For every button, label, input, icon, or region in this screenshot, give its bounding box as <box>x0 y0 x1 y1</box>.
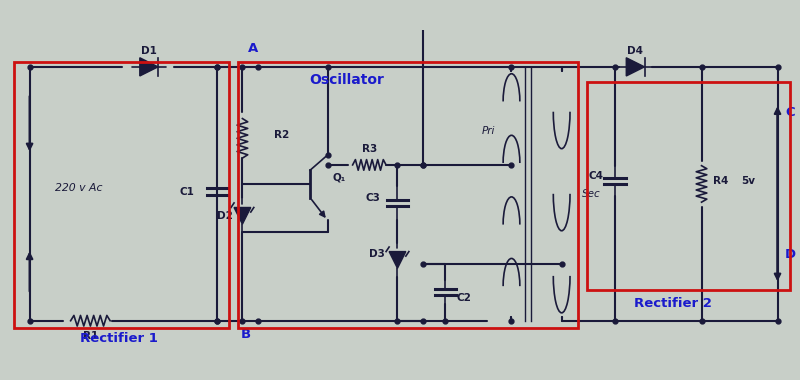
Text: D2: D2 <box>218 211 234 221</box>
Text: R3: R3 <box>362 144 377 154</box>
Text: D3: D3 <box>369 249 385 259</box>
Text: 220 v Ac: 220 v Ac <box>55 184 103 193</box>
Polygon shape <box>234 207 250 224</box>
Text: Pri: Pri <box>482 126 495 136</box>
Text: R1: R1 <box>82 331 98 341</box>
Text: Rectifier 2: Rectifier 2 <box>634 297 712 310</box>
Text: C3: C3 <box>366 193 381 203</box>
Text: C4: C4 <box>589 171 603 181</box>
Text: A: A <box>248 43 258 55</box>
Text: 5v: 5v <box>741 176 755 186</box>
Text: C: C <box>785 106 794 119</box>
Text: D4: D4 <box>627 46 643 56</box>
Text: C1: C1 <box>180 187 194 196</box>
Text: Sec: Sec <box>582 189 601 199</box>
Polygon shape <box>389 252 406 268</box>
Text: Q₁: Q₁ <box>333 173 346 183</box>
Text: D1: D1 <box>141 46 157 56</box>
Text: Oscillator: Oscillator <box>309 73 384 87</box>
Polygon shape <box>140 58 158 76</box>
Text: Rectifier 1: Rectifier 1 <box>79 332 158 345</box>
Text: B: B <box>240 328 250 341</box>
Text: D: D <box>785 248 796 261</box>
Text: R4: R4 <box>713 176 728 186</box>
Text: C2: C2 <box>457 293 472 303</box>
Polygon shape <box>626 58 645 76</box>
Text: R2: R2 <box>274 130 290 140</box>
